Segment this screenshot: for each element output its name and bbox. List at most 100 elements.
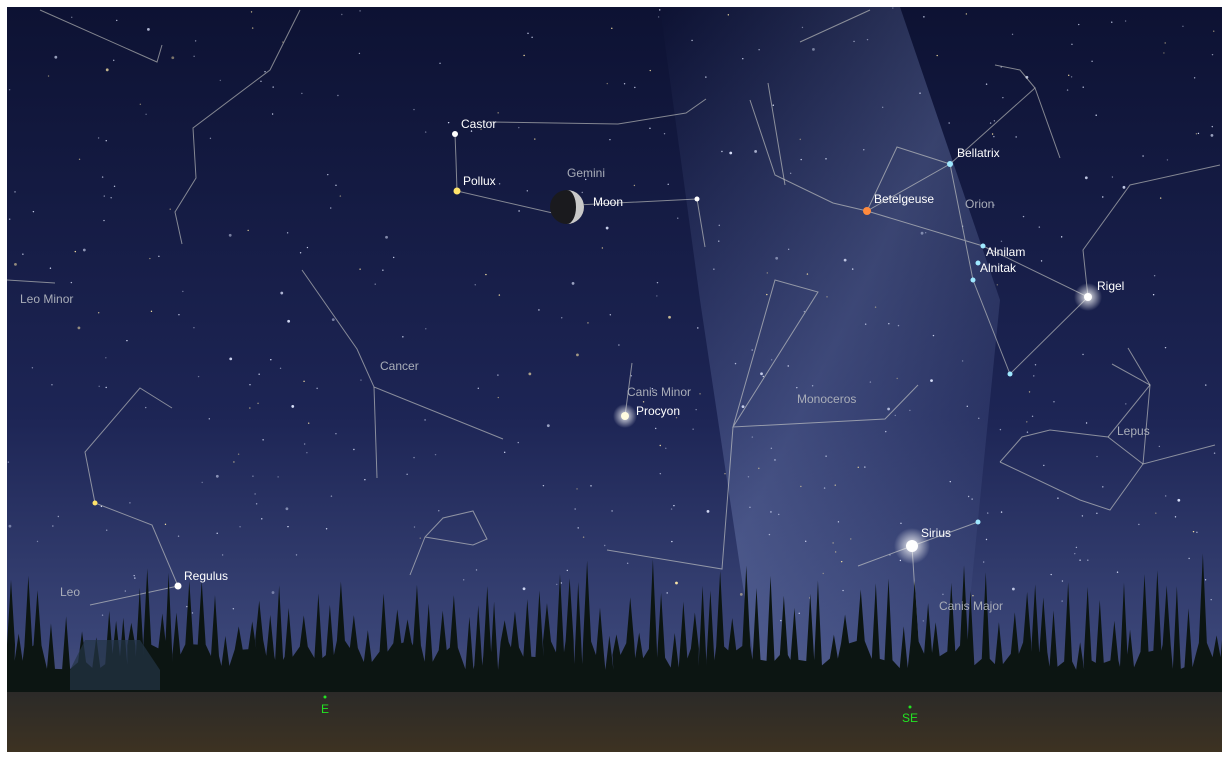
background-star xyxy=(414,526,415,527)
star xyxy=(981,244,986,249)
background-star xyxy=(770,511,771,512)
background-star xyxy=(567,570,568,571)
star xyxy=(1084,293,1092,301)
background-star xyxy=(523,55,524,56)
background-star xyxy=(438,510,439,511)
background-star xyxy=(853,41,854,42)
background-star xyxy=(385,236,388,239)
background-star xyxy=(110,197,111,198)
background-star xyxy=(1074,553,1075,554)
background-star xyxy=(1061,600,1062,601)
background-star xyxy=(1086,422,1087,423)
background-star xyxy=(1160,197,1161,198)
background-star xyxy=(518,210,519,211)
background-star xyxy=(170,208,171,209)
background-star xyxy=(587,322,588,323)
background-star xyxy=(936,55,937,56)
background-star xyxy=(758,49,759,50)
background-star xyxy=(71,282,72,283)
background-star xyxy=(83,249,86,252)
background-star xyxy=(724,473,725,474)
background-star xyxy=(968,496,969,497)
background-star xyxy=(1142,155,1143,156)
background-star xyxy=(527,33,528,34)
constellation-label: Monoceros xyxy=(797,392,856,406)
background-star xyxy=(1153,294,1154,295)
background-star xyxy=(675,582,678,585)
background-star xyxy=(825,158,826,159)
background-star xyxy=(280,368,281,369)
background-star xyxy=(719,225,720,226)
compass-label: E xyxy=(321,702,329,716)
background-star xyxy=(900,523,901,524)
background-star xyxy=(875,306,876,307)
background-star xyxy=(950,481,951,482)
background-star xyxy=(923,16,924,17)
background-star xyxy=(919,92,920,93)
background-star xyxy=(990,122,991,123)
background-star xyxy=(332,318,335,321)
background-star xyxy=(921,232,924,235)
background-star xyxy=(590,485,591,486)
background-star xyxy=(1079,559,1080,560)
background-star xyxy=(705,76,706,77)
background-star xyxy=(602,247,603,248)
background-star xyxy=(193,56,194,57)
background-star xyxy=(933,335,934,336)
background-star xyxy=(607,83,608,84)
background-star xyxy=(78,326,81,329)
background-star xyxy=(125,590,126,591)
background-star xyxy=(1076,547,1077,548)
background-star xyxy=(158,256,159,257)
background-star xyxy=(165,524,166,525)
background-star xyxy=(98,312,99,313)
background-star xyxy=(983,561,984,562)
background-star xyxy=(51,384,52,385)
background-star xyxy=(264,71,265,72)
background-star xyxy=(771,448,772,449)
background-star xyxy=(1123,186,1126,189)
star xyxy=(863,207,871,215)
background-star xyxy=(858,467,859,468)
background-star xyxy=(198,376,199,377)
background-star xyxy=(359,268,360,269)
star xyxy=(1008,372,1013,377)
background-star xyxy=(252,27,253,28)
star xyxy=(93,501,98,506)
background-star xyxy=(671,541,672,542)
star xyxy=(971,278,976,283)
background-star xyxy=(812,385,813,386)
background-star xyxy=(534,138,535,139)
background-star xyxy=(692,429,693,430)
background-star xyxy=(229,234,232,237)
background-star xyxy=(740,593,743,596)
background-star xyxy=(898,325,899,326)
constellation-label: Cancer xyxy=(380,359,419,373)
background-star xyxy=(1205,579,1206,580)
background-star xyxy=(1067,89,1068,90)
constellation-label: Leo Minor xyxy=(20,292,73,306)
background-star xyxy=(1212,54,1213,55)
background-star xyxy=(102,614,103,615)
star-label: Alnilam xyxy=(986,245,1025,259)
background-star xyxy=(1053,401,1054,402)
background-star xyxy=(1000,429,1001,430)
background-star xyxy=(54,56,57,59)
background-star xyxy=(1085,176,1088,179)
background-star xyxy=(14,263,17,266)
background-star xyxy=(1155,512,1156,513)
background-star xyxy=(1082,515,1083,516)
background-star xyxy=(887,408,890,411)
background-star xyxy=(1061,236,1062,237)
star-label: Castor xyxy=(461,117,496,131)
background-star xyxy=(1015,136,1016,137)
background-star xyxy=(291,405,294,408)
background-star xyxy=(192,612,193,613)
background-star xyxy=(37,541,38,542)
background-star xyxy=(393,257,394,258)
background-star xyxy=(1057,497,1058,498)
background-star xyxy=(865,323,866,324)
star xyxy=(906,540,918,552)
background-star xyxy=(1102,196,1103,197)
star-label: Betelgeuse xyxy=(874,192,934,206)
